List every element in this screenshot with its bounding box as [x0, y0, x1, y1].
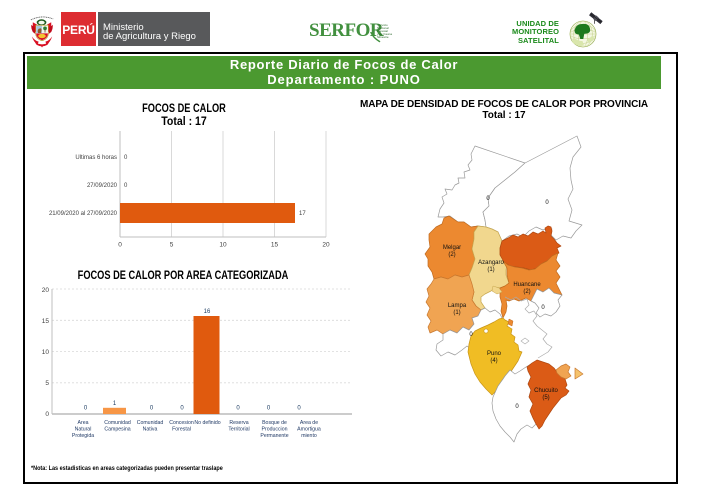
svg-text:0: 0	[84, 406, 88, 412]
svg-text:0: 0	[545, 200, 549, 206]
svg-text:Huancane: Huancane	[513, 282, 541, 288]
svg-text:5: 5	[170, 242, 174, 249]
svg-text:(2): (2)	[448, 252, 455, 258]
svg-text:1: 1	[113, 401, 117, 407]
svg-text:0: 0	[180, 406, 184, 412]
svg-text:0: 0	[150, 406, 154, 412]
svg-text:0: 0	[124, 155, 128, 161]
svg-text:0: 0	[236, 406, 240, 412]
svg-text:Campesina: Campesina	[104, 427, 130, 433]
svg-text:(1): (1)	[487, 267, 494, 273]
svg-text:20: 20	[42, 287, 50, 294]
svg-text:0: 0	[469, 332, 473, 338]
svg-text:Amortigua: Amortigua	[297, 427, 321, 433]
svg-text:Lampa: Lampa	[448, 303, 467, 309]
svg-text:Territorial: Territorial	[228, 427, 249, 433]
svg-text:Chucuito: Chucuito	[534, 388, 558, 394]
svg-text:Azangaro: Azangaro	[478, 260, 504, 266]
svg-text:16: 16	[204, 309, 211, 315]
svg-text:Concesion: Concesion	[169, 420, 194, 426]
svg-text:10: 10	[42, 349, 50, 356]
svg-text:(5): (5)	[542, 395, 549, 401]
svg-text:miento: miento	[301, 433, 317, 439]
svg-text:20: 20	[322, 242, 330, 249]
svg-text:(1): (1)	[453, 310, 460, 316]
svg-text:Area de: Area de	[300, 420, 318, 426]
svg-text:Produccion: Produccion	[262, 427, 288, 433]
svg-text:0: 0	[486, 196, 490, 202]
svg-text:Melgar: Melgar	[443, 245, 461, 251]
svg-text:Natural: Natural	[75, 427, 92, 433]
svg-text:10: 10	[219, 242, 227, 249]
svg-text:0: 0	[297, 406, 301, 412]
svg-text:0: 0	[124, 183, 128, 189]
svg-text:Nativa: Nativa	[143, 427, 158, 433]
svg-text:(4): (4)	[490, 358, 497, 364]
svg-text:Comunidad: Comunidad	[137, 420, 164, 426]
svg-text:0: 0	[541, 305, 545, 311]
svg-text:27/09/2020: 27/09/2020	[87, 183, 118, 189]
svg-text:15: 15	[271, 242, 279, 249]
svg-text:Protegida: Protegida	[72, 433, 94, 439]
svg-text:Area: Area	[78, 420, 89, 426]
svg-text:0: 0	[515, 404, 519, 410]
svg-text:15: 15	[42, 318, 50, 325]
svg-text:Ultimas 6 horas: Ultimas 6 horas	[75, 155, 117, 161]
svg-text:0: 0	[267, 406, 271, 412]
svg-text:Reserva: Reserva	[229, 420, 248, 426]
svg-text:0: 0	[45, 411, 49, 418]
svg-text:17: 17	[299, 211, 306, 217]
svg-text:Comunidad: Comunidad	[104, 420, 131, 426]
svg-text:5: 5	[45, 380, 49, 387]
svg-text:(2): (2)	[523, 289, 530, 295]
svg-text:Forestal: Forestal	[172, 427, 191, 433]
svg-text:No definido: No definido	[194, 420, 220, 426]
svg-text:Puno: Puno	[487, 351, 502, 357]
svg-text:Bosque de: Bosque de	[262, 420, 287, 426]
svg-text:Permanente: Permanente	[260, 433, 288, 439]
svg-text:0: 0	[118, 242, 122, 249]
svg-text:21/09/2020 al 27/09/2020: 21/09/2020 al 27/09/2020	[49, 211, 118, 217]
